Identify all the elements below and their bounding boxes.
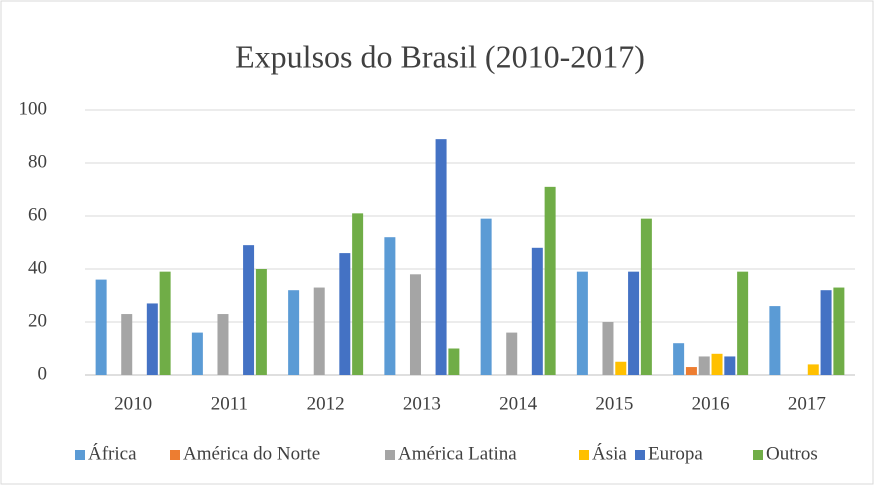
bar [602,322,614,375]
x-tick-label: 2017 [788,393,826,414]
legend-label: Ásia [592,442,627,464]
legend-swatch [385,450,395,460]
bar [435,139,447,375]
bar [255,269,267,375]
x-tick-label: 2016 [692,393,730,414]
bar [833,287,845,375]
x-tick-label: 2015 [595,393,633,414]
bar [339,253,351,375]
bar [121,314,133,375]
bar [506,332,518,375]
legend-label: América do Norte [183,443,320,464]
bar [448,348,460,375]
legend-swatch [753,450,763,460]
legend-swatch [170,450,180,460]
y-tick-label: 0 [38,363,48,384]
bar [95,279,107,375]
legend-swatch [635,450,645,460]
bar [737,271,749,375]
bar [288,290,300,375]
legend-swatch [75,450,85,460]
bar [146,303,158,375]
bar [384,237,396,375]
y-tick-label: 80 [28,151,47,172]
legend-label: África [88,442,137,464]
bar [313,287,325,375]
x-tick-label: 2014 [499,393,538,414]
bar [698,356,710,375]
legend-label: Outros [766,443,818,464]
y-tick-label: 60 [28,204,47,225]
bar [769,306,781,375]
bar [615,361,627,375]
legend-label: América Latina [398,443,517,464]
bar [352,213,364,375]
bar [820,290,832,375]
bar [807,364,819,375]
x-tick-label: 2013 [403,393,441,414]
chart-title: Expulsos do Brasil (2010-2017) [235,38,645,74]
bar [191,332,203,375]
bar [640,218,652,375]
y-tick-label: 100 [19,98,48,119]
bar [724,356,736,375]
bar [628,271,640,375]
y-tick-label: 40 [28,257,47,278]
bar [159,271,171,375]
bar [673,343,685,375]
bar [409,274,421,375]
bar [217,314,229,375]
bar [480,218,492,375]
x-tick-label: 2011 [211,393,248,414]
bar [576,271,588,375]
bar [243,245,255,375]
legend-swatch [579,450,589,460]
y-tick-label: 20 [28,310,47,331]
bar [531,247,543,375]
bar [544,186,556,375]
x-tick-label: 2010 [114,393,152,414]
x-tick-label: 2012 [307,393,345,414]
bar [685,367,697,375]
bar [711,353,723,375]
legend-label: Europa [648,443,703,464]
